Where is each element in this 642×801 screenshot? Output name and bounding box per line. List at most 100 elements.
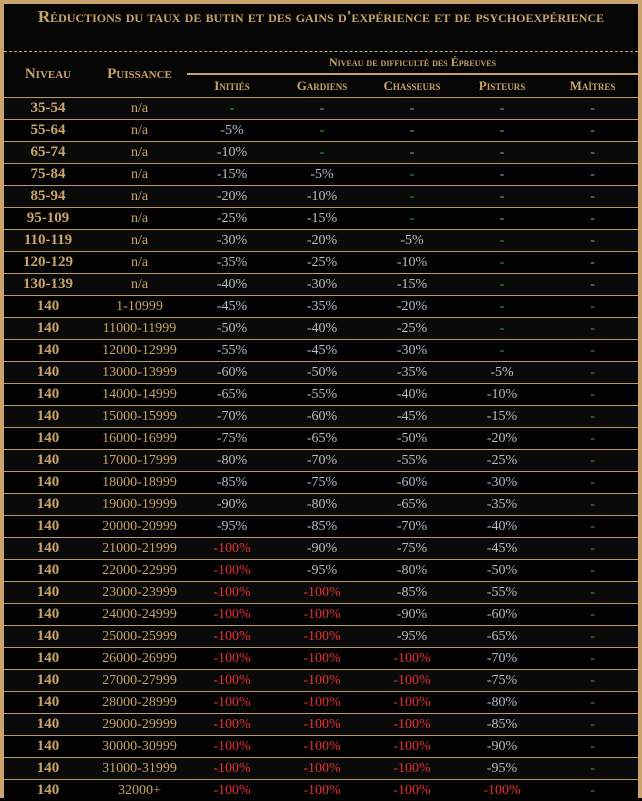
level-cell: 140: [4, 384, 92, 406]
level-cell: 140: [4, 538, 92, 560]
level-cell: 140: [4, 494, 92, 516]
header-tier-trackers: Pisteurs: [457, 74, 547, 98]
reduction-cell-masters: -: [547, 560, 638, 582]
reduction-cell-masters: -: [547, 208, 638, 230]
reduction-cell-guardians: -: [277, 142, 367, 164]
reduction-cell-guardians: -5%: [277, 164, 367, 186]
reduction-cell-trackers: -: [457, 208, 547, 230]
level-cell: 140: [4, 758, 92, 780]
reduction-cell-guardians: -25%: [277, 252, 367, 274]
power-cell: 27000-27999: [92, 670, 187, 692]
reduction-cell-trackers: -90%: [457, 736, 547, 758]
reduction-cell-hunters: -100%: [367, 692, 457, 714]
power-cell: n/a: [92, 208, 187, 230]
reduction-cell-initiates: -100%: [187, 714, 277, 736]
reduction-cell-masters: -: [547, 318, 638, 340]
reduction-cell-hunters: -100%: [367, 648, 457, 670]
reduction-cell-hunters: -: [367, 142, 457, 164]
level-cell: 140: [4, 736, 92, 758]
reduction-cell-initiates: -100%: [187, 692, 277, 714]
reduction-cell-initiates: -35%: [187, 252, 277, 274]
header-power: Puissance: [92, 52, 187, 98]
reduction-cell-trackers: -20%: [457, 428, 547, 450]
level-cell: 140: [4, 296, 92, 318]
reduction-cell-initiates: -15%: [187, 164, 277, 186]
reduction-cell-masters: -: [547, 142, 638, 164]
power-cell: 22000-22999: [92, 560, 187, 582]
power-cell: n/a: [92, 164, 187, 186]
power-cell: 23000-23999: [92, 582, 187, 604]
level-cell: 85-94: [4, 186, 92, 208]
reduction-cell-guardians: -80%: [277, 494, 367, 516]
reduction-cell-hunters: -: [367, 208, 457, 230]
reduction-cell-masters: -: [547, 670, 638, 692]
reduction-cell-initiates: -100%: [187, 758, 277, 780]
power-cell: 24000-24999: [92, 604, 187, 626]
reduction-cell-trackers: -: [457, 120, 547, 142]
reduction-cell-initiates: -25%: [187, 208, 277, 230]
power-cell: n/a: [92, 120, 187, 142]
power-cell: 14000-14999: [92, 384, 187, 406]
reduction-cell-initiates: -100%: [187, 648, 277, 670]
reduction-cell-initiates: -40%: [187, 274, 277, 296]
reduction-cell-initiates: -95%: [187, 516, 277, 538]
header-tier-masters: Maîtres: [547, 74, 638, 98]
reduction-cell-hunters: -95%: [367, 626, 457, 648]
reduction-cell-guardians: -100%: [277, 604, 367, 626]
power-cell: 25000-25999: [92, 626, 187, 648]
level-cell: 140: [4, 648, 92, 670]
reduction-cell-guardians: -100%: [277, 692, 367, 714]
reduction-cell-hunters: -15%: [367, 274, 457, 296]
reduction-cell-guardians: -55%: [277, 384, 367, 406]
reduction-cell-initiates: -100%: [187, 538, 277, 560]
reduction-cell-trackers: -60%: [457, 604, 547, 626]
reduction-cell-hunters: -55%: [367, 450, 457, 472]
power-cell: n/a: [92, 186, 187, 208]
reduction-cell-masters: -: [547, 98, 638, 120]
level-cell: 110-119: [4, 230, 92, 252]
power-cell: 26000-26999: [92, 648, 187, 670]
reduction-cell-guardians: -65%: [277, 428, 367, 450]
header-level: Niveau: [4, 52, 92, 98]
level-cell: 140: [4, 604, 92, 626]
level-cell: 140: [4, 582, 92, 604]
reduction-cell-initiates: -100%: [187, 736, 277, 758]
level-cell: 75-84: [4, 164, 92, 186]
reduction-cell-trackers: -10%: [457, 384, 547, 406]
reduction-cell-hunters: -40%: [367, 384, 457, 406]
power-cell: 29000-29999: [92, 714, 187, 736]
reduction-cell-initiates: -65%: [187, 384, 277, 406]
level-cell: 140: [4, 362, 92, 384]
reduction-cell-trackers: -25%: [457, 450, 547, 472]
reduction-cell-guardians: -20%: [277, 230, 367, 252]
reduction-cell-guardians: -60%: [277, 406, 367, 428]
reduction-cell-hunters: -: [367, 186, 457, 208]
reduction-cell-initiates: -10%: [187, 142, 277, 164]
reduction-cell-guardians: -50%: [277, 362, 367, 384]
power-cell: n/a: [92, 98, 187, 120]
reduction-cell-guardians: -100%: [277, 626, 367, 648]
reduction-cell-masters: -: [547, 340, 638, 362]
reduction-cell-initiates: -90%: [187, 494, 277, 516]
reduction-cell-initiates: -45%: [187, 296, 277, 318]
reduction-cell-guardians: -75%: [277, 472, 367, 494]
level-cell: 140: [4, 670, 92, 692]
power-cell: 31000-31999: [92, 758, 187, 780]
reduction-cell-initiates: -70%: [187, 406, 277, 428]
reduction-cell-hunters: -70%: [367, 516, 457, 538]
level-cell: 140: [4, 472, 92, 494]
reduction-cell-guardians: -40%: [277, 318, 367, 340]
